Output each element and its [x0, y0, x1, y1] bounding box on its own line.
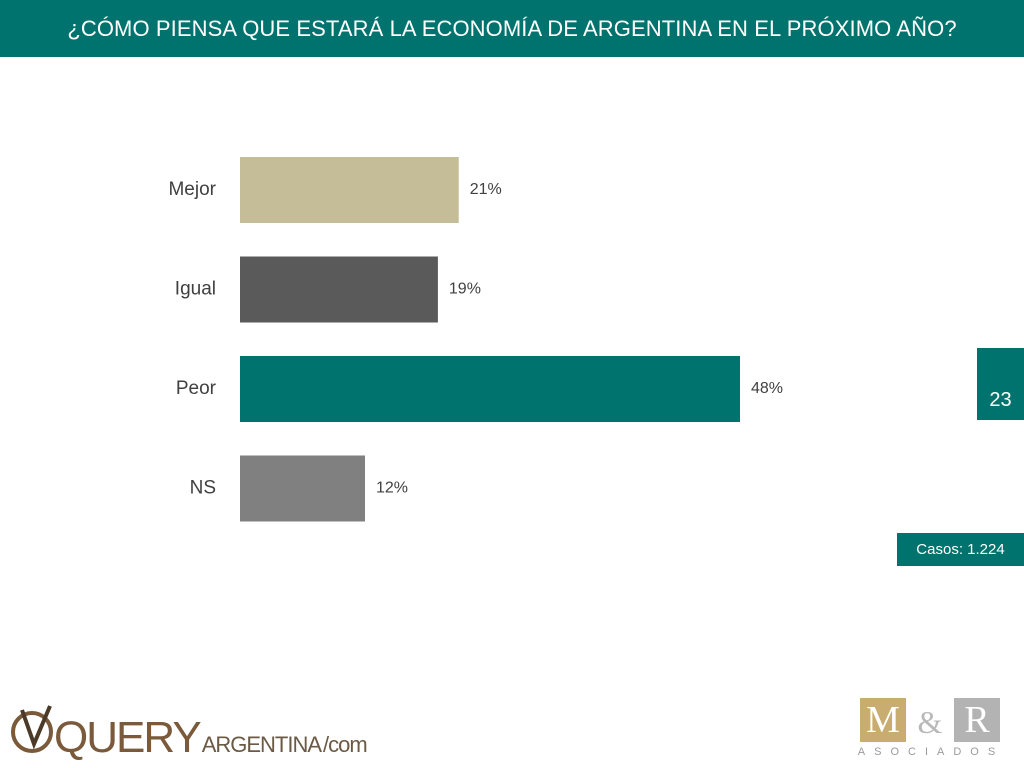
category-label-ns: NS — [190, 478, 216, 499]
value-label-mejor: 21% — [470, 181, 502, 198]
logo-domain-text: /com — [323, 732, 368, 757]
mr-asociados-logo: M & R ASOCIADOS — [856, 698, 1006, 764]
value-label-ns: 12% — [376, 480, 408, 497]
category-label-mejor: Mejor — [168, 179, 216, 200]
value-label-igual: 19% — [449, 281, 481, 298]
page-number-badge: 23 — [977, 348, 1024, 420]
logo-r-letter: R — [964, 699, 990, 741]
bar-mejor — [240, 157, 459, 223]
title-bar: ¿CÓMO PIENSA QUE ESTARÁ LA ECONOMÍA DE A… — [0, 0, 1024, 57]
logo-m-letter: M — [866, 699, 900, 741]
logo-r-box: R — [954, 698, 1000, 742]
logo-query-text: QUERY — [54, 713, 202, 762]
page-title: ¿CÓMO PIENSA QUE ESTARÁ LA ECONOMÍA DE A… — [67, 15, 957, 41]
category-label-igual: Igual — [175, 279, 216, 300]
bar-ns — [240, 455, 365, 522]
bar-igual — [240, 256, 438, 323]
category-label-peor: Peor — [176, 378, 217, 399]
logo-m-box: M — [860, 698, 906, 742]
value-label-peor: 48% — [751, 380, 783, 397]
logo-ampersand: & — [917, 704, 943, 740]
cases-badge: Casos: 1.224 — [897, 533, 1024, 566]
logo-argentina-text: ARGENTINA — [201, 732, 322, 757]
bar-peor — [240, 356, 740, 422]
logo-subtitle: ASOCIADOS — [857, 746, 1005, 758]
query-argentina-logo: QUERY ARGENTINA /com — [6, 700, 368, 760]
query-q-icon — [11, 705, 53, 753]
cases-count: Casos: 1.224 — [916, 541, 1005, 558]
page-number: 23 — [989, 389, 1012, 411]
